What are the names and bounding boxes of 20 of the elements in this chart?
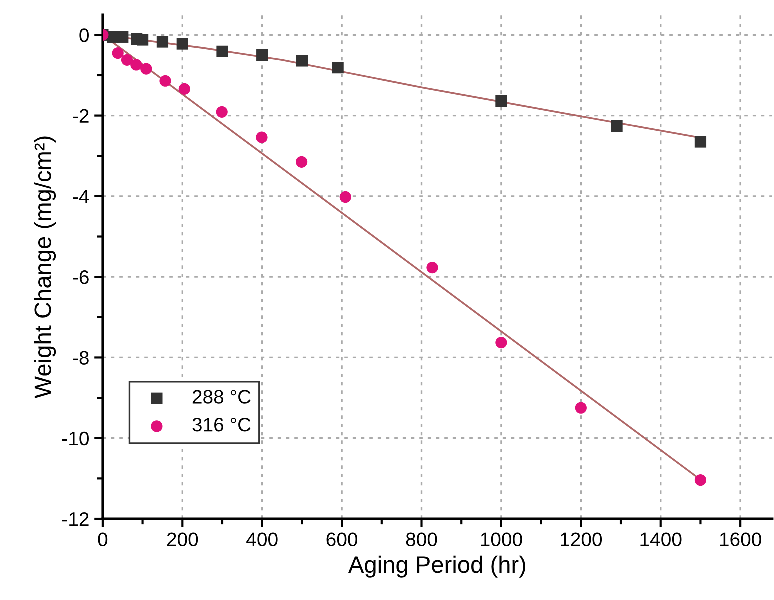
y-tick-label: -12	[62, 512, 89, 526]
y-tick-label: -2	[73, 109, 89, 123]
y-tick-label: -10	[62, 432, 89, 446]
y-tick-label: 0	[80, 28, 89, 42]
x-tick-label: 600	[326, 532, 358, 546]
x-tick-label: 1600	[720, 532, 762, 546]
legend-label: 316 °C	[192, 418, 251, 432]
y-axis-title: Weight Change (mg/cm²)	[34, 136, 56, 399]
x-tick-label: 400	[246, 532, 278, 546]
y-tick-label: -6	[73, 270, 89, 284]
x-tick-label: 0	[98, 532, 108, 546]
y-tick-label: -8	[73, 351, 89, 365]
x-tick-label: 1200	[561, 532, 602, 546]
x-tick-label: 200	[167, 532, 198, 546]
x-tick-label: 1400	[640, 532, 682, 546]
x-axis-title: Aging Period (hr)	[348, 556, 526, 578]
x-tick-label: 800	[406, 532, 438, 546]
y-tick-label: -4	[73, 190, 90, 204]
x-tick-label: 1000	[481, 532, 522, 546]
legend-label: 288 °C	[192, 390, 251, 404]
